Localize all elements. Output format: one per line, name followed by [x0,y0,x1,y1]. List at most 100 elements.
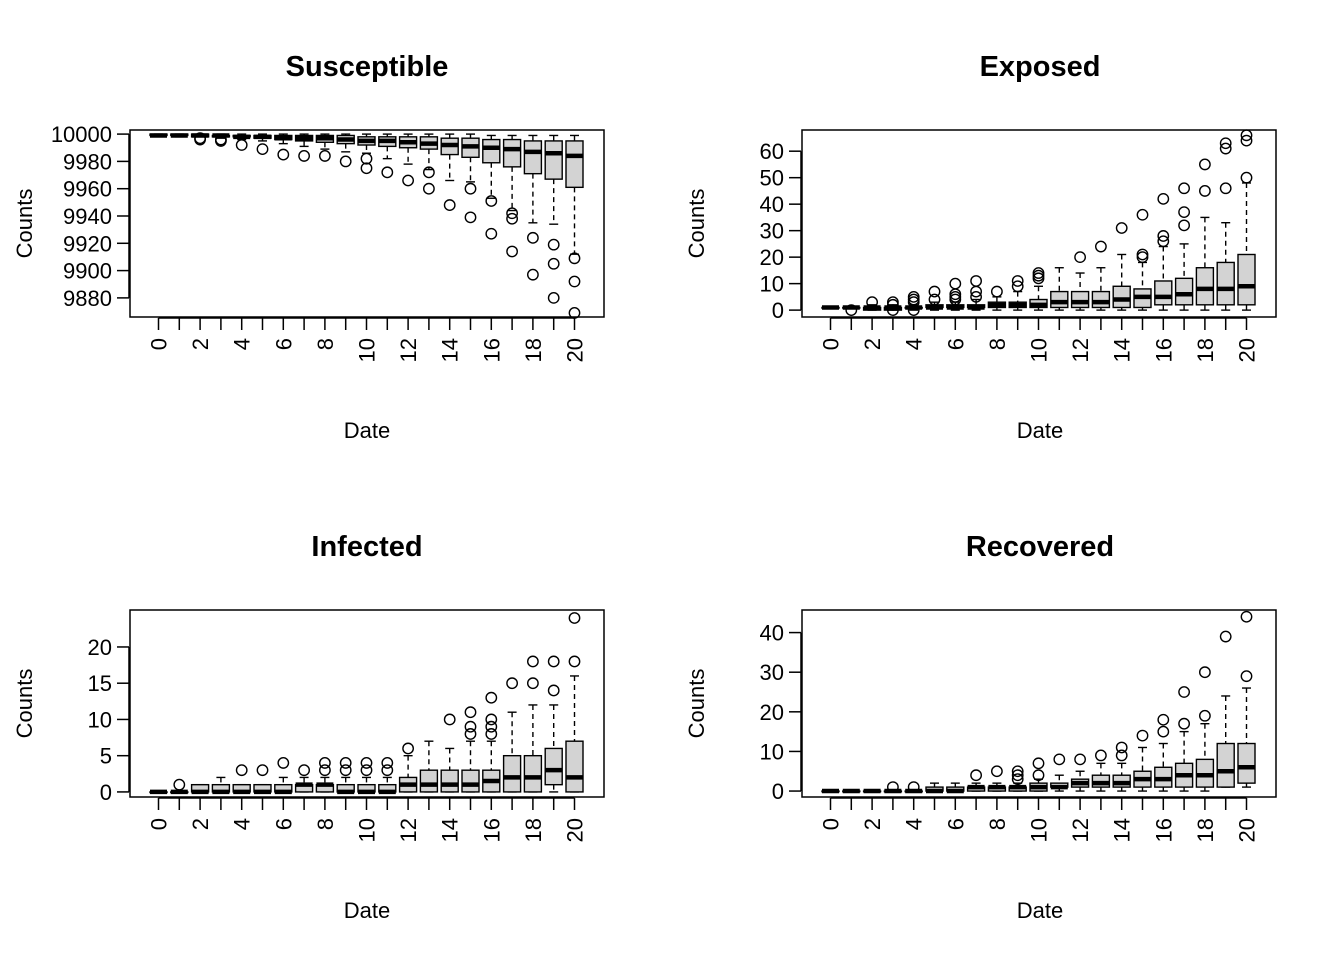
box-day-17 [1174,182,1194,311]
box-day-5 [253,133,272,156]
outlier-point [173,778,186,791]
outlier-point [1115,741,1128,754]
box-day-18 [523,134,543,281]
outlier-point [485,227,498,240]
x-tick-label: 14 [438,338,463,362]
box-day-20 [1237,610,1256,788]
outlier-point [568,307,581,319]
y-tick-label: 0 [772,298,784,323]
outlier-point [318,757,331,769]
box-day-11 [378,757,397,795]
outlier-point [422,166,435,179]
box-day-4 [904,781,923,794]
outlier-point [339,764,352,777]
y-axis-label: Counts [684,189,709,259]
x-tick-label: 20 [563,338,588,362]
x-tick-label: 14 [438,818,463,842]
x-tick-label: 18 [521,818,546,842]
box-day-8 [987,765,1007,792]
x-tick-label: 18 [521,338,546,362]
outlier-point [970,290,982,303]
box-day-10 [357,757,376,795]
box-day-19 [1216,137,1235,311]
outlier-point [568,252,581,265]
box-day-7 [294,133,314,162]
outlier-point [1115,222,1128,234]
outlier-point [506,212,518,225]
x-tick-label: 14 [1110,338,1135,362]
box-day-18 [1195,158,1215,311]
outlier-point [1032,769,1045,782]
outlier-point [485,720,498,733]
outlier-point [970,275,982,287]
box-day-8 [987,285,1007,311]
box-day-17 [502,677,522,793]
outlier-point [1219,137,1232,150]
outlier-point [1053,753,1066,766]
outlier-point [1219,182,1232,195]
box-day-19 [1216,630,1235,788]
box-day-2 [862,788,882,794]
box-day-2 [190,132,210,146]
x-tick-label: 20 [563,818,588,842]
outlier-point [1178,686,1191,698]
box-day-16 [482,134,501,240]
outlier-point [1011,280,1024,293]
box-day-0 [821,305,840,310]
y-tick-label: 30 [760,660,784,685]
box-day-19 [544,655,563,793]
x-tick-label: 2 [860,338,885,350]
box-day-9 [1008,765,1027,792]
y-tick-label: 9940 [63,204,112,229]
outlier-point [464,182,477,195]
x-tick-label: 4 [902,818,927,830]
iqr-box [565,740,584,793]
y-tick-label: 40 [760,192,784,217]
iqr-box [1195,267,1215,306]
outlier-point [360,757,373,769]
box-day-7 [966,275,986,311]
y-tick-label: 20 [760,700,784,725]
panel-title: Exposed [980,51,1101,83]
iqr-box [1174,277,1194,306]
x-tick-label: 20 [1235,338,1260,362]
x-axis-label: Date [344,418,390,443]
y-tick-label: 9880 [63,286,112,311]
outlier-point [298,150,310,162]
box-day-8 [315,133,335,162]
box-day-10 [1029,757,1048,792]
outlier-point [527,231,539,244]
outlier-point [360,162,373,175]
plot-frame [801,129,1277,318]
iqr-box [565,140,584,189]
x-tick-label: 6 [943,818,968,830]
outlier-point [1157,192,1170,205]
outlier-point [1157,725,1170,738]
x-tick-label: 4 [230,338,255,350]
box-day-14 [440,133,459,211]
outlier-point [1095,749,1107,762]
y-axis-label: Counts [12,669,37,739]
box-day-18 [523,655,543,793]
outlier-point [547,655,560,668]
outlier-point [256,143,269,156]
box-day-4 [232,133,251,151]
iqr-box [1070,290,1090,309]
x-tick-label: 14 [1110,818,1135,842]
panel-infected: Infected 0 5 10 15 20 Counts 0 2 4 6 8 10 12 14 16 18 20 D… [12,531,605,923]
x-tick-label: 10 [355,338,380,362]
outlier-point [277,757,290,769]
outlier-point [214,133,227,146]
plot-frame [801,609,1277,798]
box-day-1 [170,133,189,138]
box-day-10 [357,133,376,175]
box-day-4 [232,764,251,795]
x-tick-label: 2 [188,338,213,350]
outlier-point [464,720,477,733]
box-day-13 [419,740,439,793]
outlier-point [381,757,394,769]
iqr-box [1154,280,1173,306]
